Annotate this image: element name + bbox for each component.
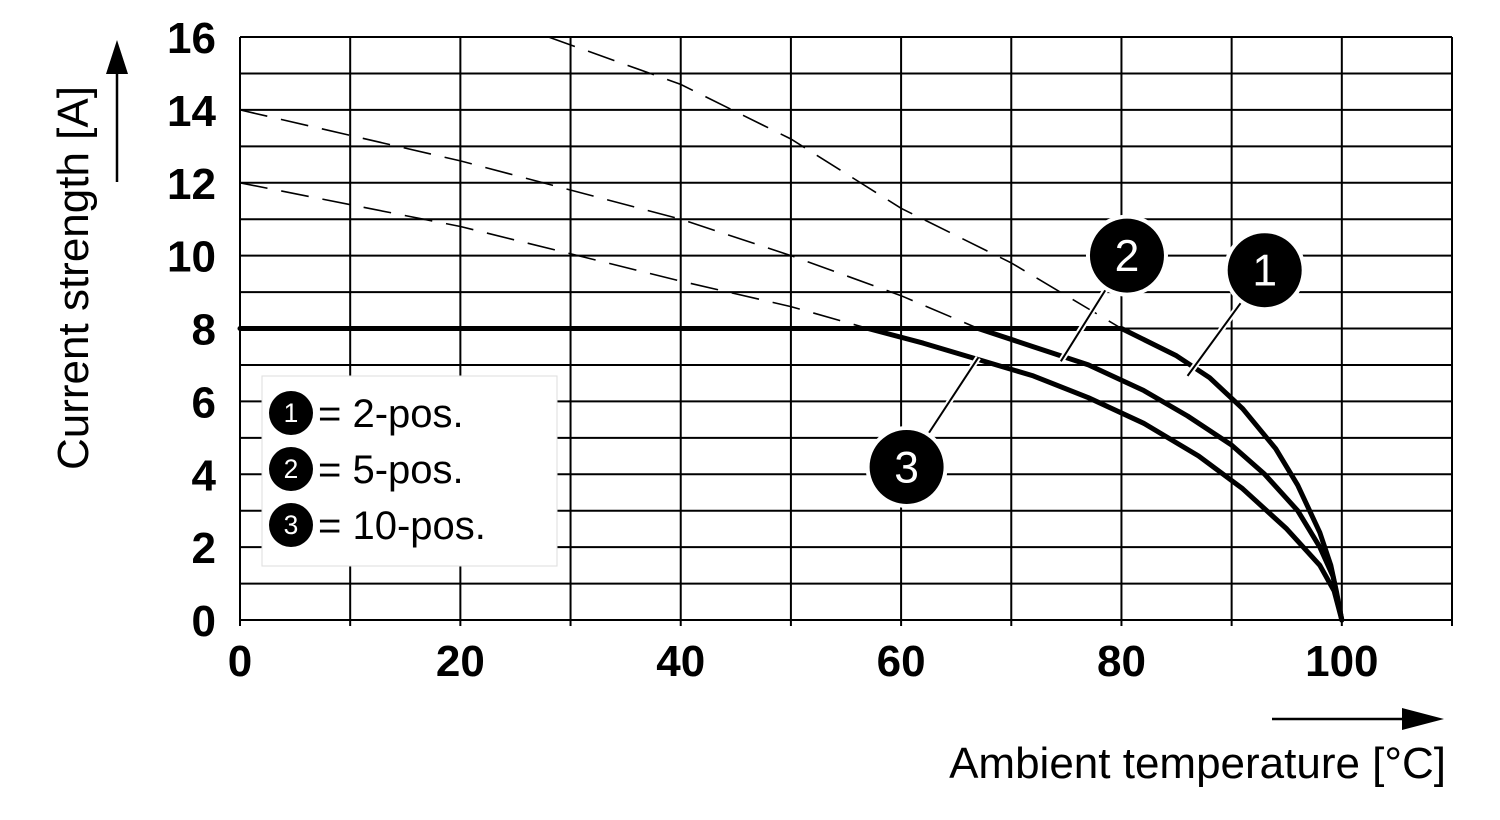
y-tick-label: 8 [192, 306, 216, 355]
callout-badge-2 [1089, 218, 1164, 293]
dashed-extensions [239, 36, 1122, 330]
callout-badge-3 [869, 429, 944, 504]
y-tick-label: 6 [192, 378, 216, 427]
callout-leader [1186, 299, 1244, 377]
callout-badge-1-label: 1 [1252, 247, 1277, 296]
legend-badge-1 [269, 391, 313, 435]
y-tick-label: 2 [192, 524, 216, 573]
y-axis-title: Current strength [A] [49, 86, 98, 470]
dashed-extension-2 [239, 109, 979, 330]
x-axis-title: Ambient temperature [°C] [949, 739, 1446, 788]
y-axis-arrow-icon [106, 40, 128, 74]
series-line-2 [975, 326, 1345, 623]
x-tick-label: 100 [1305, 637, 1378, 686]
y-tick-label: 16 [167, 14, 216, 63]
x-tick-label: 40 [656, 637, 705, 686]
y-tick-label: 14 [167, 87, 216, 136]
y-tick-label: 12 [167, 160, 216, 209]
legend-label-1: = 2-pos. [318, 392, 464, 436]
x-tick-label: 60 [877, 637, 926, 686]
callout-badge-1 [1227, 233, 1302, 308]
x-tick-label: 80 [1097, 637, 1146, 686]
legend-label-3: = 10-pos. [318, 504, 486, 548]
y-tick-label: 0 [192, 597, 216, 646]
y-tick-label: 10 [167, 233, 216, 282]
y-axis-title-group: Current strength [A] [49, 40, 128, 470]
legend-badge-3-label: 3 [284, 510, 299, 540]
callout-leader [926, 357, 980, 437]
callout-badge-2-label: 2 [1115, 232, 1140, 281]
legend-badge-1-label: 1 [284, 398, 299, 428]
dashed-extension-3 [239, 182, 869, 330]
legend-badge-3 [269, 503, 313, 547]
x-axis-arrow-icon [1402, 708, 1444, 730]
legend-badge-2-label: 2 [284, 454, 299, 484]
legend-badge-2 [269, 447, 313, 491]
callout-badge-3-label: 3 [894, 444, 919, 493]
x-tick-label: 20 [436, 637, 485, 686]
legend: 1 = 2-pos. 2 = 5-pos. 3 = 10-pos. [261, 375, 558, 567]
x-tick-label: 0 [228, 637, 252, 686]
callouts: 1 2 3 [865, 214, 1306, 508]
legend-label-2: = 5-pos. [318, 448, 464, 492]
callout-leader [1060, 286, 1109, 362]
x-axis-title-group: Ambient temperature [°C] [949, 708, 1446, 788]
y-tick-label: 4 [192, 451, 217, 500]
series-line-3 [865, 326, 1345, 623]
series-lines [237, 326, 1345, 623]
